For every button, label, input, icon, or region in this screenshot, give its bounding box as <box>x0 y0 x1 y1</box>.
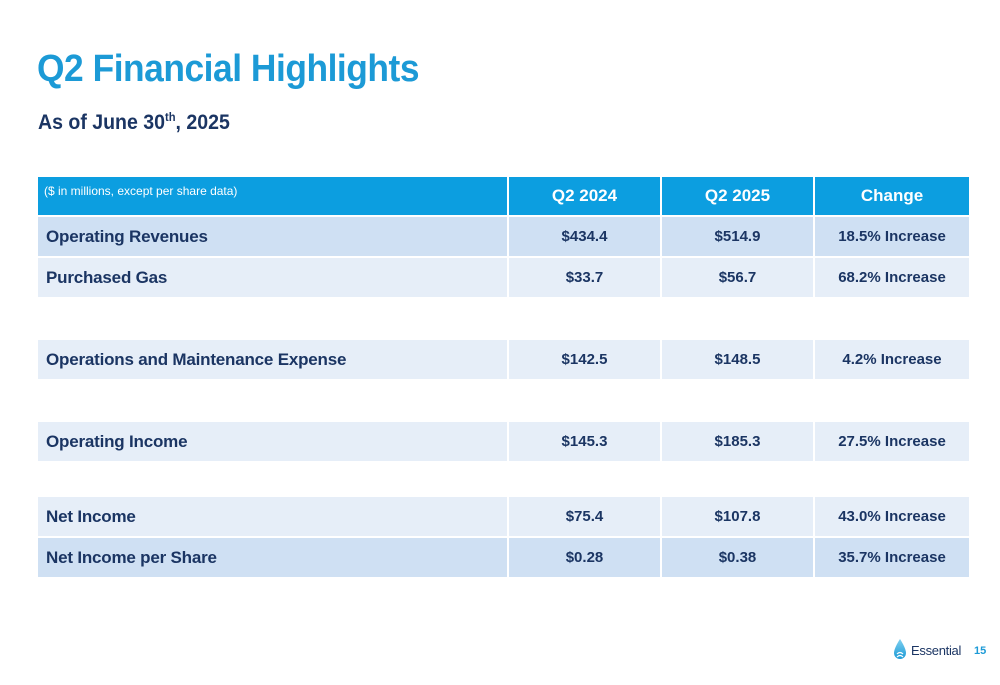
cell-change: 43.0% Increase <box>815 497 969 538</box>
cell-q2-2025: $185.3 <box>662 422 815 463</box>
cell-q2-2024: $33.7 <box>509 258 662 299</box>
cell-q2-2025: $107.8 <box>662 497 815 538</box>
header-change: Change <box>815 177 969 217</box>
financial-highlights-table: ($ in millions, except per share data) Q… <box>38 177 969 579</box>
row-label: Net Income <box>38 497 509 538</box>
header-q2-2025: Q2 2025 <box>662 177 815 217</box>
cell-q2-2024: $145.3 <box>509 422 662 463</box>
cell-change: 4.2% Increase <box>815 340 969 381</box>
cell-q2-2025: $148.5 <box>662 340 815 381</box>
cell-change: 35.7% Increase <box>815 538 969 579</box>
cell-change: 68.2% Increase <box>815 258 969 299</box>
table-row: Net Income per Share $0.28 $0.38 35.7% I… <box>38 538 969 579</box>
logo-wordmark: Essential <box>911 642 962 658</box>
spacer-row <box>38 381 969 422</box>
table-header-row: ($ in millions, except per share data) Q… <box>38 177 969 217</box>
water-drop-icon <box>894 639 906 659</box>
cell-q2-2025: $56.7 <box>662 258 815 299</box>
table-row: Operating Revenues $434.4 $514.9 18.5% I… <box>38 217 969 258</box>
page-subtitle: As of June 30th, 2025 <box>38 111 230 134</box>
table-row: Net Income $75.4 $107.8 43.0% Increase <box>38 497 969 538</box>
cell-change: 18.5% Increase <box>815 217 969 258</box>
cell-q2-2025: $0.38 <box>662 538 815 579</box>
cell-q2-2024: $142.5 <box>509 340 662 381</box>
spacer-row <box>38 299 969 340</box>
row-label: Operating Revenues <box>38 217 509 258</box>
subtitle-date: As of June 30 <box>38 111 165 134</box>
header-q2-2024: Q2 2024 <box>509 177 662 217</box>
page-number: 15 <box>974 645 987 657</box>
cell-q2-2024: $434.4 <box>509 217 662 258</box>
subtitle-year: , 2025 <box>175 111 230 134</box>
essential-logo: Essential <box>892 638 961 662</box>
row-label: Operating Income <box>38 422 509 463</box>
units-note: ($ in millions, except per share data) <box>38 177 509 217</box>
cell-q2-2024: $0.28 <box>509 538 662 579</box>
cell-change: 27.5% Increase <box>815 422 969 463</box>
table-row: Operating Income $145.3 $185.3 27.5% Inc… <box>38 422 969 463</box>
page-title: Q2 Financial Highlights <box>37 48 420 90</box>
subtitle-ordinal: th <box>164 110 176 124</box>
table-row: Purchased Gas $33.7 $56.7 68.2% Increase <box>38 258 969 299</box>
row-label: Purchased Gas <box>38 258 509 299</box>
spacer-row <box>38 463 969 497</box>
cell-q2-2024: $75.4 <box>509 497 662 538</box>
row-label: Operations and Maintenance Expense <box>38 340 509 381</box>
row-label: Net Income per Share <box>38 538 509 579</box>
table-row: Operations and Maintenance Expense $142.… <box>38 340 969 381</box>
cell-q2-2025: $514.9 <box>662 217 815 258</box>
